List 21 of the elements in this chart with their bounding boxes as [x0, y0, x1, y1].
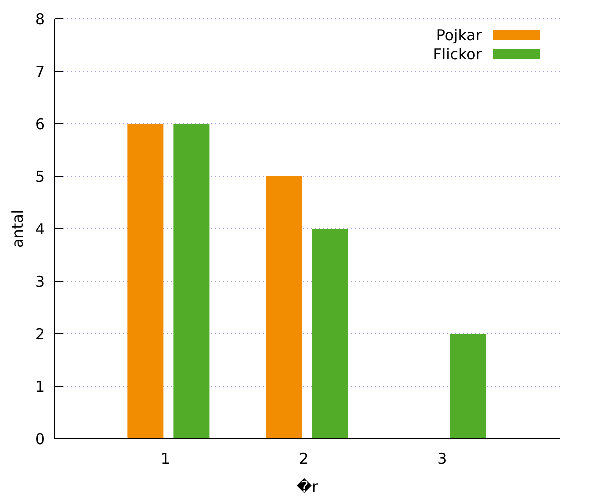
x-axis-title: �r: [296, 478, 320, 496]
y-tick-label: 2: [35, 325, 45, 344]
bar: [312, 229, 348, 439]
y-tick-label: 3: [35, 272, 45, 291]
bar: [128, 124, 164, 439]
y-tick-label: 4: [35, 220, 45, 238]
bar: [266, 176, 302, 439]
y-tick-label: 7: [35, 62, 45, 81]
legend-label: Flickor: [433, 45, 483, 64]
x-tick-label: 3: [438, 450, 448, 468]
x-tick-label: 2: [299, 450, 309, 468]
y-tick-label: 1: [35, 378, 45, 396]
bar: [174, 124, 210, 439]
legend-label: Pojkar: [436, 26, 483, 44]
y-tick-label: 5: [35, 168, 45, 186]
y-tick-label: 0: [35, 430, 45, 448]
y-tick-label: 6: [35, 115, 45, 134]
y-tick-label: 8: [35, 10, 45, 28]
bar: [450, 334, 486, 439]
y-axis-title: antal: [9, 210, 27, 248]
x-tick-label: 1: [160, 450, 170, 468]
